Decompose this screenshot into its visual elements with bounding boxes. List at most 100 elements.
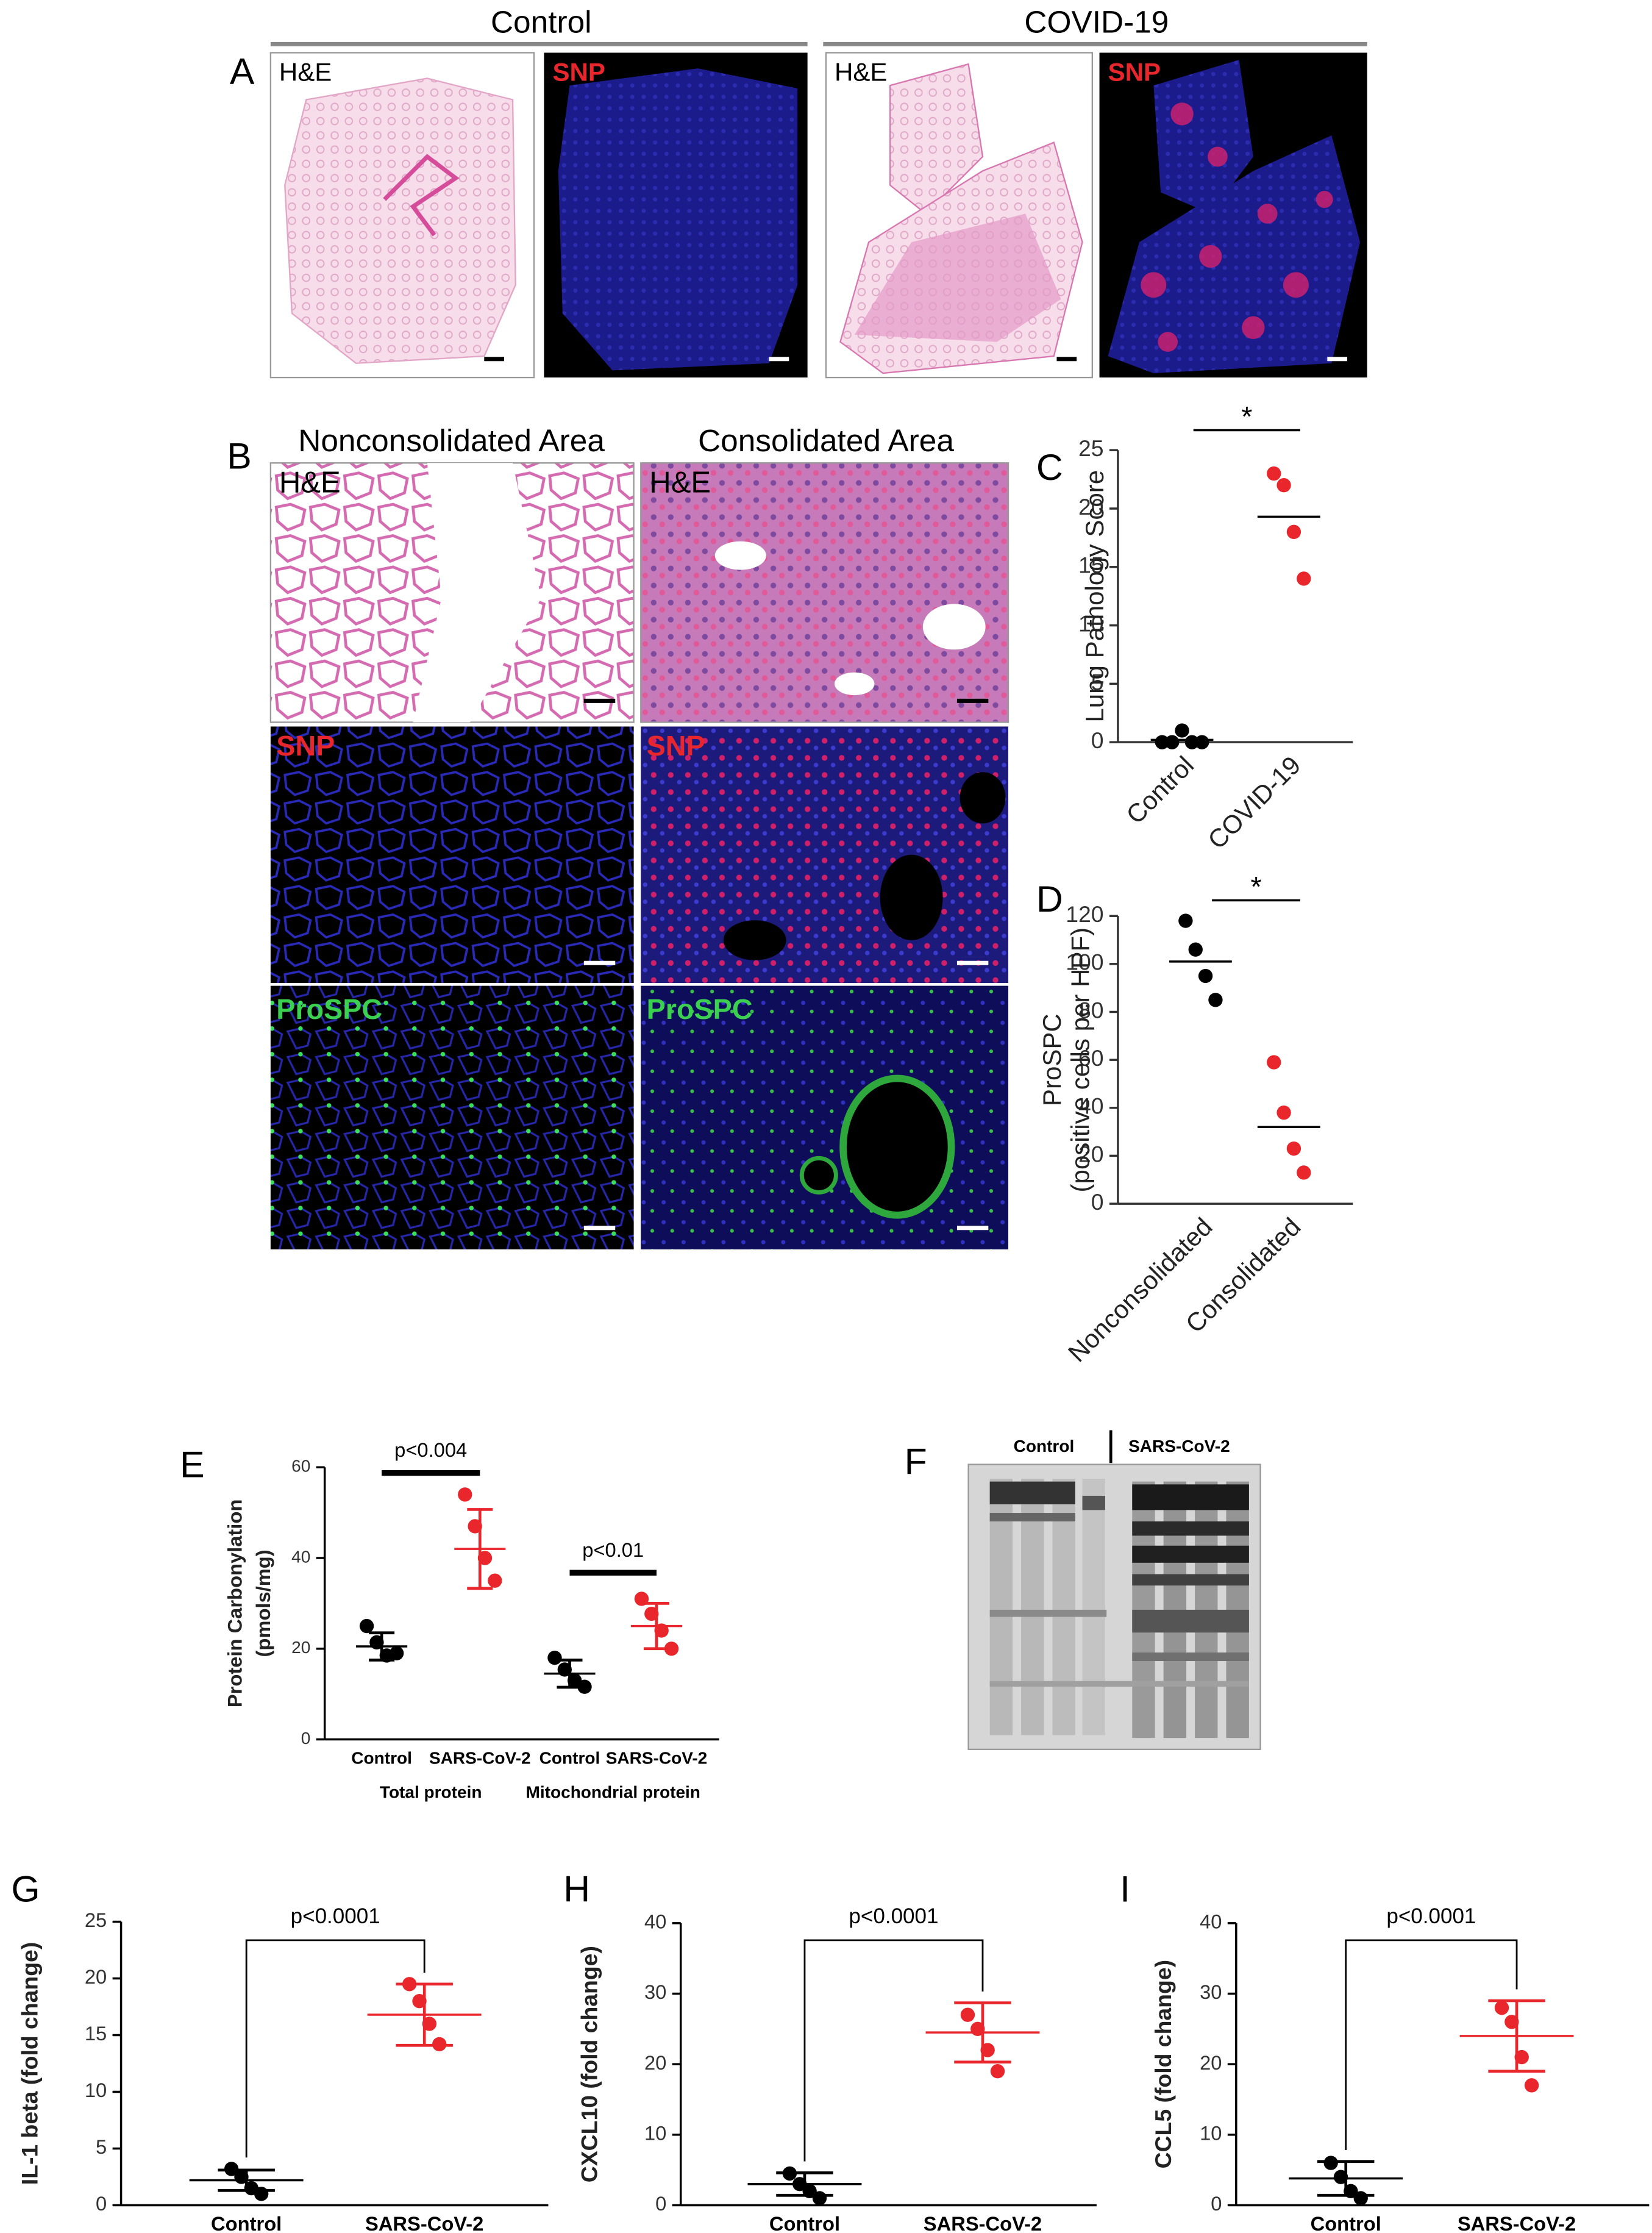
y-tick-label: 40 — [644, 1910, 666, 1933]
data-point — [254, 2187, 269, 2201]
vessel — [799, 1156, 838, 1195]
data-point — [468, 1519, 482, 1534]
significance-label: p<0.0001 — [291, 1904, 380, 1928]
y-axis-label: CCL5 (fold change) — [1150, 1960, 1176, 2168]
data-point — [1267, 466, 1281, 481]
data-point — [1175, 723, 1189, 738]
data-point — [1184, 735, 1200, 749]
y-tick-label: 20 — [1078, 494, 1104, 520]
data-point — [1323, 2156, 1338, 2170]
airspace — [413, 463, 541, 723]
y-tick-label: 20 — [85, 1965, 107, 1988]
y-tick-label: 40 — [1078, 1093, 1104, 1119]
data-point — [1276, 478, 1291, 493]
image-label: H&E — [279, 58, 332, 87]
data-point — [654, 1623, 669, 1638]
image — [270, 726, 634, 983]
airspaces — [714, 541, 986, 696]
group-label: Mitochondrial protein — [526, 1783, 700, 1802]
image-label: H&E — [279, 466, 341, 499]
image-label: ProSPC — [647, 993, 753, 1025]
y-tick-label: 25 — [1078, 435, 1104, 461]
data-point — [1524, 2078, 1539, 2093]
panel-label: F — [905, 1441, 927, 1482]
data-point — [577, 1679, 592, 1694]
image — [640, 462, 1009, 723]
data-point — [234, 2170, 249, 2184]
image-label: SNP — [552, 58, 605, 87]
y-tick-label: 30 — [644, 1981, 666, 2003]
x-tick-label: Control — [1311, 2212, 1381, 2233]
tissue — [889, 63, 984, 215]
x-tick-label: SARS-CoV-2 — [429, 1749, 531, 1768]
data-point — [557, 1662, 572, 1677]
tissue — [558, 68, 798, 371]
y-axis-label: IL-1 beta (fold change) — [16, 1942, 42, 2185]
image — [270, 985, 634, 1249]
data-point — [1165, 735, 1180, 749]
significance-bracket — [245, 1939, 425, 2158]
inflamed-area — [854, 213, 1061, 342]
panel-label: E — [180, 1443, 205, 1485]
panel-label: A — [230, 51, 255, 92]
x-tick-label: SARS-CoV-2 — [1458, 2212, 1576, 2233]
significance-bracket — [803, 1939, 984, 2162]
image — [641, 985, 1009, 1249]
data-point — [644, 1606, 659, 1621]
lane-label: Control — [1014, 1437, 1075, 1456]
tissue — [284, 77, 516, 364]
significance-label: * — [1250, 871, 1261, 902]
data-point — [960, 2007, 975, 2022]
data-point — [432, 2037, 447, 2052]
data-point — [488, 1573, 502, 1588]
y-tick-label: 0 — [1091, 1189, 1104, 1215]
y-axis-label: ProSPC — [1038, 1013, 1066, 1106]
airway — [839, 1074, 955, 1219]
data-point — [402, 1977, 417, 1992]
x-tick-label: COVID-19 — [1202, 751, 1306, 854]
tissue — [1153, 60, 1253, 214]
y-tick-label: 0 — [96, 2192, 107, 2215]
y-tick-label: 5 — [96, 2135, 107, 2158]
y-tick-label: 30 — [1200, 1981, 1222, 2003]
y-tick-label: 15 — [1078, 552, 1104, 578]
data-point — [980, 2043, 995, 2057]
data-point — [224, 2162, 239, 2176]
significance-label: p<0.0001 — [849, 1904, 938, 1928]
data-point — [634, 1592, 649, 1606]
x-tick-label: Control — [1120, 751, 1199, 829]
image-label: H&E — [649, 466, 711, 499]
y-axis-label: Protein Carbonylation — [223, 1499, 246, 1707]
data-point — [1514, 2049, 1529, 2065]
data-point — [664, 1642, 679, 1656]
x-tick-label: SARS-CoV-2 — [606, 1749, 708, 1768]
y-tick-label: 60 — [1078, 1045, 1104, 1071]
y-tick-label: 20 — [1078, 1141, 1104, 1167]
scale-bars — [583, 698, 989, 1231]
y-tick-label: 10 — [1078, 610, 1104, 636]
data-point — [1155, 735, 1170, 749]
data-point — [1297, 571, 1311, 586]
y-tick-label: 40 — [291, 1547, 310, 1566]
image-label: SNP — [647, 730, 705, 762]
y-tick-label: 40 — [1200, 1910, 1222, 1933]
data-point — [990, 2064, 1005, 2079]
data-point — [802, 2184, 817, 2198]
x-tick-label: Control — [211, 2212, 282, 2233]
airspaces — [723, 772, 1006, 960]
y-axis-label: CXCL10 (fold change) — [576, 1946, 602, 2182]
data-point — [1276, 1105, 1291, 1120]
y-axis-label: (positive cells per HPF) — [1066, 927, 1095, 1193]
group-header: Control — [491, 4, 592, 39]
data-point — [458, 1487, 472, 1502]
y-tick-label: 5 — [1091, 669, 1104, 695]
x-tick-label: SARS-CoV-2 — [924, 2212, 1042, 2233]
significance-label: * — [1241, 401, 1252, 432]
x-tick-label: Control — [769, 2212, 840, 2233]
data-point — [1504, 2015, 1519, 2029]
y-axis-label: (pmols/mg) — [252, 1549, 274, 1657]
y-tick-label: 15 — [85, 2022, 107, 2045]
y-tick-label: 10 — [85, 2079, 107, 2101]
data-point — [812, 2191, 827, 2206]
